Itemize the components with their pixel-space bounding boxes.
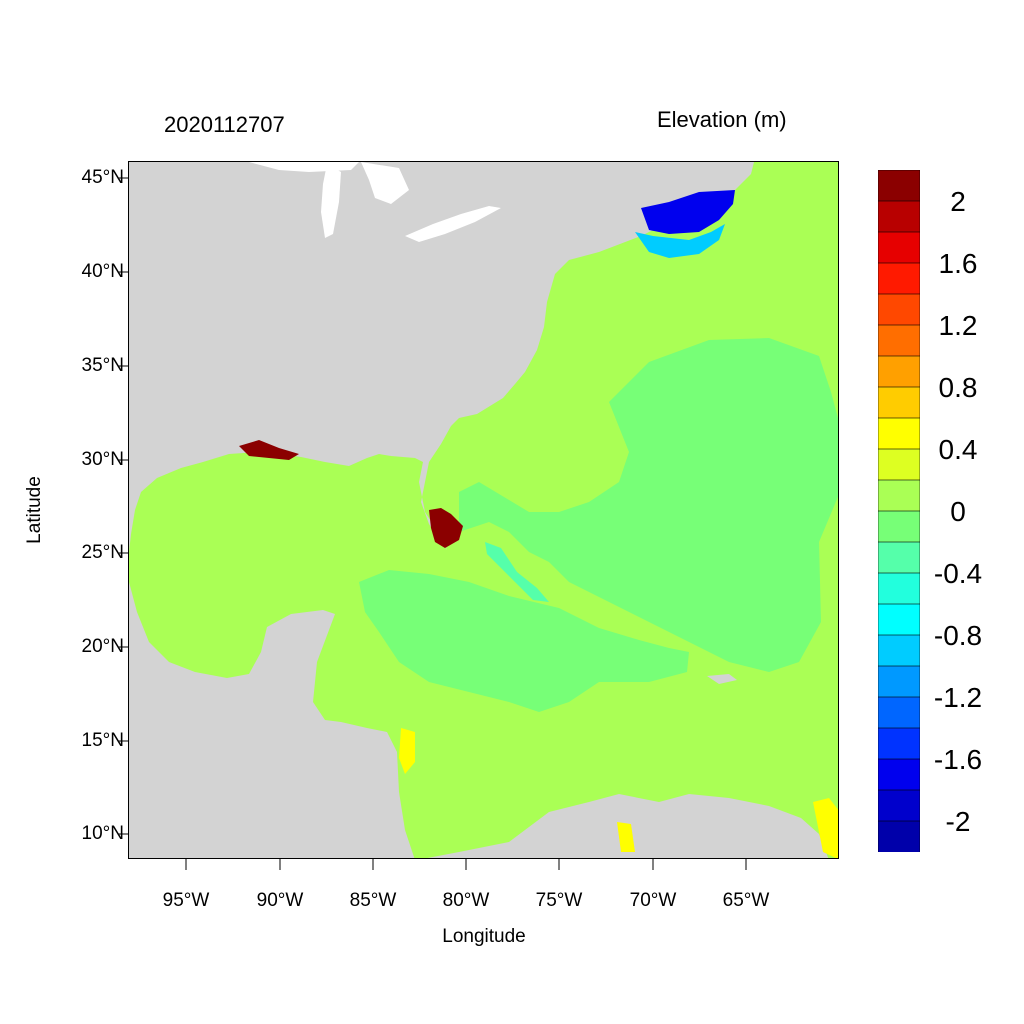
ocean-negative-caribbean bbox=[359, 570, 689, 712]
colorbar-swatch bbox=[878, 417, 920, 450]
colorbar-label: 0 bbox=[950, 496, 966, 527]
lat-tick-15: 15°N bbox=[81, 730, 124, 751]
x-axis-title: Longitude bbox=[442, 926, 526, 947]
lat-tick-40: 40°N bbox=[81, 261, 124, 282]
variable-title: Elevation (m) bbox=[657, 107, 787, 132]
lake-superior bbox=[249, 162, 359, 172]
colorbar-swatch bbox=[878, 355, 920, 388]
lon-tick-70: 70°W bbox=[629, 890, 677, 911]
lon-tick-90: 90°W bbox=[256, 890, 304, 911]
colorbar-swatch bbox=[878, 541, 920, 574]
colorbar-swatch bbox=[878, 170, 920, 202]
land-central-america bbox=[129, 582, 415, 858]
surge-positive-gulf-coast bbox=[239, 440, 299, 460]
colorbar-swatch bbox=[878, 789, 920, 822]
lake-huron bbox=[361, 162, 409, 204]
colorbar-swatch bbox=[878, 665, 920, 698]
lat-tick-20: 20°N bbox=[81, 636, 124, 657]
lat-tick-10: 10°N bbox=[81, 823, 124, 844]
colorbar-label: -2 bbox=[945, 806, 971, 837]
colorbar-swatch bbox=[878, 634, 920, 667]
colorbar-label: -0.8 bbox=[933, 620, 983, 651]
colorbar-swatch bbox=[878, 324, 920, 357]
colorbar-swatch bbox=[878, 758, 920, 791]
y-axis-title: Latitude bbox=[24, 476, 45, 544]
colorbar-label: -1.2 bbox=[933, 682, 983, 713]
colorbar bbox=[878, 170, 920, 852]
colorbar-swatch bbox=[878, 293, 920, 326]
colorbar-swatch bbox=[878, 820, 920, 852]
colorbar-label: -1.6 bbox=[933, 744, 983, 775]
colorbar-label: 0.8 bbox=[938, 372, 978, 403]
colorbar-label: 2 bbox=[950, 186, 966, 217]
lake-michigan bbox=[321, 164, 341, 238]
ocean-bahamas-shallow bbox=[485, 542, 549, 602]
colorbar-label: 1.2 bbox=[938, 310, 978, 341]
colorbar-swatch bbox=[878, 200, 920, 233]
colorbar-swatch bbox=[878, 727, 920, 760]
elevation-map bbox=[129, 162, 838, 858]
colorbar-swatch bbox=[878, 696, 920, 729]
lon-tick-65: 65°W bbox=[722, 890, 770, 911]
coastal-yellow-east bbox=[813, 798, 838, 858]
colorbar-label: 1.6 bbox=[938, 248, 978, 279]
lon-tick-95: 95°W bbox=[162, 890, 210, 911]
colorbar-swatch bbox=[878, 510, 920, 543]
lon-tick-80: 80°W bbox=[442, 890, 490, 911]
timestamp-label: 2020112707 bbox=[164, 112, 285, 137]
colorbar-swatch bbox=[878, 231, 920, 264]
colorbar-swatch bbox=[878, 262, 920, 295]
coastal-yellow-honduras bbox=[399, 728, 415, 774]
lon-tick-75: 75°W bbox=[535, 890, 583, 911]
lat-tick-25: 25°N bbox=[81, 542, 124, 563]
colorbar-swatch bbox=[878, 603, 920, 636]
colorbar-swatch bbox=[878, 448, 920, 481]
lake-erie-ontario bbox=[405, 206, 501, 242]
colorbar-label: -0.4 bbox=[933, 558, 983, 589]
colorbar-swatch bbox=[878, 572, 920, 605]
lat-tick-45: 45°N bbox=[81, 167, 124, 188]
lon-tick-85: 85°W bbox=[349, 890, 397, 911]
land-puerto-rico bbox=[707, 674, 737, 684]
ocean-negative-atlantic bbox=[459, 338, 838, 672]
coastal-yellow-venezuela bbox=[617, 822, 635, 852]
lat-tick-30: 30°N bbox=[81, 449, 124, 470]
map-panel bbox=[128, 161, 839, 859]
colorbar-swatch bbox=[878, 479, 920, 512]
lat-tick-35: 35°N bbox=[81, 355, 124, 376]
colorbar-swatch bbox=[878, 386, 920, 419]
surge-positive-florida bbox=[429, 508, 463, 548]
surge-negative-halo bbox=[635, 224, 725, 258]
surge-negative-gulf-of-maine bbox=[641, 190, 735, 234]
colorbar-label: 0.4 bbox=[938, 434, 978, 465]
